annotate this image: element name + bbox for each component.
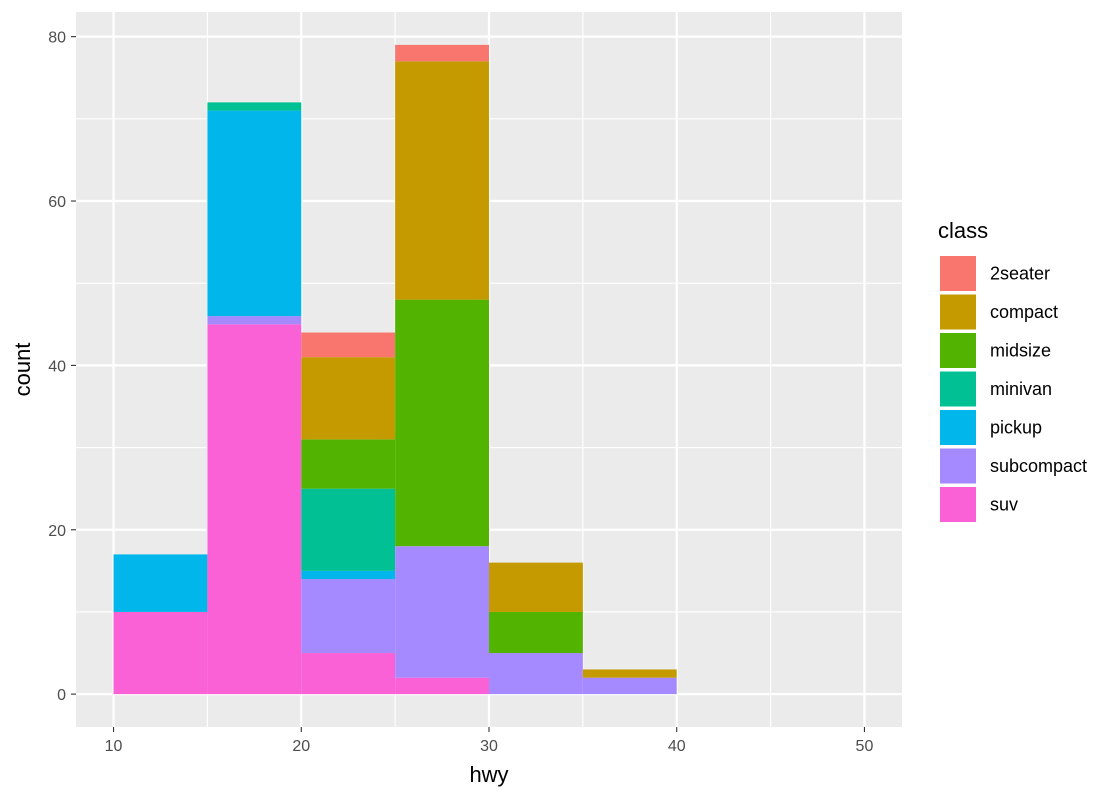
legend: class 2seater compact midsize minivan pickup… (938, 218, 1087, 522)
y-tick-label: 40 (48, 358, 66, 375)
y-axis: 0 20 40 60 80 (48, 30, 76, 704)
legend-label-minivan: minivan (990, 379, 1052, 399)
bar-midsize-bin-4 (489, 611, 583, 654)
legend-key-pickup (940, 410, 976, 445)
x-tick-label: 30 (480, 738, 498, 755)
legend-key-2seater (940, 256, 976, 291)
x-axis-title: hwy (469, 762, 508, 787)
bar-subcompact-bin-5 (582, 677, 677, 695)
bar-compact-bin-2 (301, 357, 396, 440)
histogram-bars (113, 44, 677, 695)
legend-key-minivan (940, 371, 976, 407)
bar-2seater-bin-3 (395, 44, 489, 62)
legend-label-pickup: pickup (990, 418, 1042, 438)
y-tick-label: 0 (57, 687, 66, 704)
bar-minivan-bin-1 (207, 102, 302, 111)
y-tick-label: 80 (48, 30, 66, 47)
bar-subcompact-bin-1 (207, 316, 302, 325)
legend-title: class (938, 218, 988, 243)
x-tick-label: 40 (668, 738, 686, 755)
x-tick-label: 20 (292, 738, 310, 755)
bar-pickup-bin-1 (207, 110, 302, 317)
y-tick-label: 20 (48, 523, 66, 540)
legend-label-compact: compact (990, 302, 1058, 322)
bar-minivan-bin-2 (301, 488, 396, 571)
legend-label-subcompact: subcompact (990, 456, 1087, 476)
bar-subcompact-bin-3 (395, 546, 489, 678)
legend-key-midsize (940, 333, 976, 368)
x-tick-label: 50 (856, 738, 874, 755)
bar-pickup-bin-0 (113, 554, 208, 612)
bar-midsize-bin-3 (395, 299, 489, 547)
bar-suv-bin-3 (395, 677, 489, 695)
bar-pickup-bin-2 (301, 570, 396, 580)
bar-midsize-bin-2 (301, 439, 396, 489)
legend-key-subcompact (940, 448, 976, 484)
bar-compact-bin-5 (582, 669, 677, 678)
legend-key-compact (940, 294, 976, 330)
bar-suv-bin-2 (301, 653, 396, 695)
bar-compact-bin-4 (489, 562, 583, 612)
bar-subcompact-bin-4 (489, 653, 583, 695)
bar-suv-bin-0 (113, 611, 208, 695)
legend-label-suv: suv (990, 495, 1018, 515)
y-axis-title: count (10, 343, 35, 397)
x-axis: 10 20 30 40 50 (105, 727, 874, 755)
bar-compact-bin-3 (395, 61, 489, 300)
bar-subcompact-bin-2 (301, 579, 396, 654)
legend-label-2seater: 2seater (990, 264, 1050, 284)
bar-suv-bin-1 (207, 324, 302, 695)
x-tick-label: 10 (105, 738, 123, 755)
legend-label-midsize: midsize (990, 341, 1051, 361)
y-tick-label: 60 (48, 194, 66, 211)
bar-2seater-bin-2 (301, 332, 396, 358)
legend-key-suv (940, 487, 976, 522)
